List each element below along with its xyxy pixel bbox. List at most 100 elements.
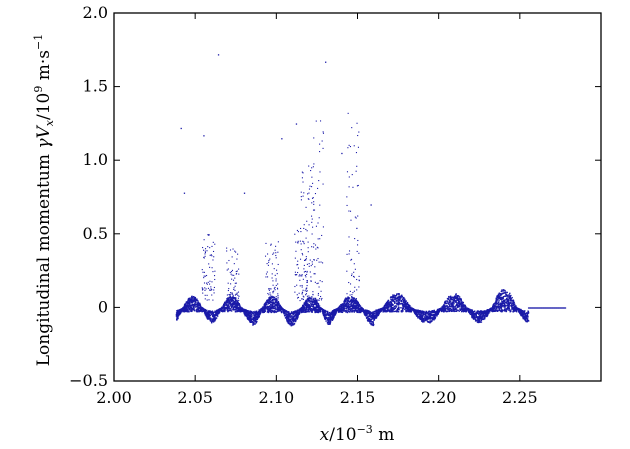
data-point: [349, 300, 352, 303]
data-point: [526, 314, 529, 317]
data-point: [340, 309, 342, 311]
data-point: [275, 304, 277, 306]
data-point: [290, 323, 292, 325]
data-point: [505, 299, 507, 301]
data-point: [504, 295, 506, 297]
data-point: [176, 312, 179, 315]
data-point: [367, 311, 370, 314]
data-point: [233, 301, 235, 303]
data-point: [437, 309, 440, 312]
data-point: [330, 316, 332, 318]
data-point: [500, 302, 503, 304]
data-point: [190, 297, 192, 299]
data-point: [352, 297, 355, 299]
data-point: [485, 310, 487, 312]
data-point: [341, 307, 343, 309]
data-point: [228, 296, 230, 299]
data-point: [526, 315, 528, 318]
data-point: [375, 312, 378, 315]
data-point: [479, 315, 481, 317]
data-point: [476, 317, 479, 319]
data-point: [366, 310, 369, 313]
data-point: [494, 305, 497, 307]
data-point: [247, 312, 250, 315]
data-point: [396, 308, 399, 310]
data-point: [331, 316, 334, 318]
data-point: [452, 308, 455, 310]
data-point: [275, 300, 277, 302]
data-point: [309, 308, 311, 310]
data-point: [390, 296, 393, 299]
data-point: [308, 305, 310, 308]
data-point: [439, 308, 441, 311]
data-point: [511, 299, 513, 302]
data-point: [206, 309, 208, 312]
data-point: [311, 296, 313, 298]
data-point: [500, 303, 502, 306]
data-point: [229, 309, 232, 312]
data-point: [332, 318, 334, 320]
data-point: [351, 305, 353, 308]
data-point: [456, 304, 458, 307]
data-point: [249, 312, 251, 314]
data-point: [511, 303, 513, 305]
data-point: [429, 313, 432, 316]
data-point: [495, 305, 498, 308]
data-point: [501, 305, 503, 307]
data-point: [295, 313, 297, 316]
data-point: [250, 317, 252, 320]
data-point: [413, 309, 415, 312]
data-point: [341, 303, 344, 305]
data-point: [429, 320, 431, 322]
data-point: [232, 308, 235, 310]
data-point: [512, 311, 515, 313]
data-point: [385, 301, 388, 304]
data-point: [187, 301, 189, 303]
data-point: [267, 301, 270, 303]
data-point: [351, 307, 353, 310]
data-point: [295, 317, 297, 319]
data-point: [255, 312, 257, 314]
data-point: [359, 310, 361, 313]
data-point: [266, 301, 269, 303]
data-point: [346, 311, 349, 313]
data-point: [480, 318, 483, 320]
data-point: [390, 303, 392, 306]
data-point: [308, 308, 310, 311]
data-point: [431, 318, 434, 320]
data-point: [498, 309, 501, 312]
data-point: [352, 307, 354, 310]
data-point: [306, 305, 309, 307]
data-point: [286, 317, 289, 319]
data-point: [237, 304, 239, 306]
data-point: [226, 303, 228, 306]
data-point: [397, 309, 399, 311]
data-point: [410, 310, 412, 313]
data-point: [506, 291, 508, 294]
data-point: [353, 311, 356, 313]
data-point: [289, 315, 291, 318]
data-point: [177, 310, 179, 312]
data-point: [398, 303, 400, 305]
data-point: [322, 312, 324, 315]
data-point: [425, 316, 428, 319]
data-point: [243, 308, 245, 311]
data-point: [286, 312, 288, 314]
data-point: [189, 303, 191, 305]
data-point: [397, 293, 399, 295]
data-point: [194, 302, 196, 304]
data-point: [322, 308, 324, 311]
data-point: [214, 316, 216, 319]
data-point: [461, 305, 463, 308]
data-point: [527, 316, 529, 318]
data-point: [374, 316, 377, 318]
data-point: [475, 320, 478, 322]
data-point: [289, 314, 291, 316]
data-point: [387, 309, 390, 312]
data-point: [507, 294, 509, 296]
data-point: [228, 305, 230, 307]
data-point: [450, 308, 452, 311]
data-point: [396, 310, 398, 312]
data-point: [465, 307, 468, 309]
data-point: [198, 304, 200, 306]
